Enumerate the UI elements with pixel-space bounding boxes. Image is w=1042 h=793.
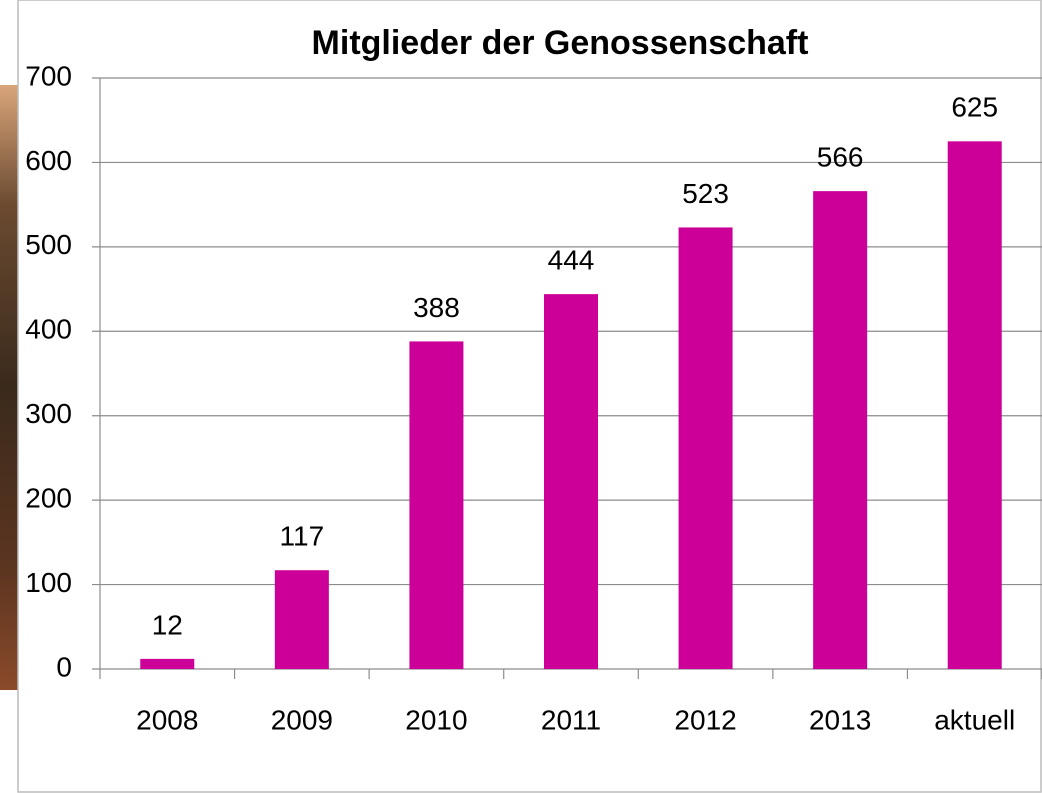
x-tick-label: 2013 (809, 704, 871, 735)
bar (275, 570, 329, 669)
y-tick-label: 400 (25, 314, 72, 345)
value-label: 625 (951, 92, 998, 123)
background-photo (0, 85, 18, 690)
value-label: 117 (280, 521, 325, 552)
x-tick-label: 2008 (136, 704, 198, 735)
value-label: 523 (682, 178, 729, 209)
chart-frame (18, 0, 1041, 792)
x-tick-label: 2010 (405, 704, 467, 735)
value-label: 566 (817, 142, 864, 173)
chart-title: Mitglieder der Genossenschaft (312, 24, 809, 62)
bar (813, 191, 867, 669)
x-tick-label: aktuell (934, 704, 1015, 735)
y-tick-label: 200 (25, 483, 72, 514)
bar (409, 341, 463, 669)
value-label: 388 (413, 292, 460, 323)
y-tick-label: 0 (56, 651, 72, 682)
y-tick-label: 600 (25, 145, 72, 176)
page: {"chart_data": {"type": "bar", "title": … (0, 0, 1042, 793)
x-tick-label: 2011 (541, 704, 601, 735)
bar (140, 659, 194, 669)
x-tick-label: 2009 (271, 704, 333, 735)
y-tick-label: 700 (25, 60, 72, 91)
y-tick-label: 300 (25, 398, 72, 429)
chart: Mitglieder der Genossenschaft 0 100 200 300… (0, 0, 1042, 793)
value-label: 444 (548, 245, 595, 276)
value-label: 12 (152, 609, 183, 640)
y-tick-label: 100 (25, 567, 72, 598)
x-tick-label: 2012 (674, 704, 736, 735)
bar (948, 141, 1002, 669)
bar (544, 294, 598, 669)
bar (679, 227, 733, 669)
y-tick-label: 500 (25, 229, 72, 260)
